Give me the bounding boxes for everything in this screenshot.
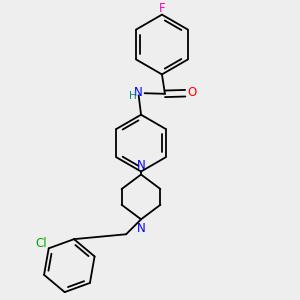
Text: N: N <box>134 86 143 99</box>
Text: Cl: Cl <box>35 237 47 250</box>
Text: N: N <box>137 159 146 172</box>
Text: O: O <box>187 86 196 99</box>
Text: F: F <box>159 2 165 15</box>
Text: N: N <box>137 222 146 235</box>
Text: H: H <box>129 91 137 100</box>
